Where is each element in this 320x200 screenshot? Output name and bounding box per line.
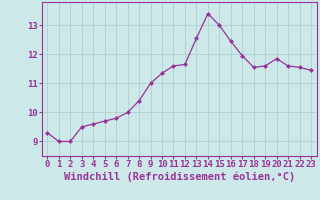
X-axis label: Windchill (Refroidissement éolien,°C): Windchill (Refroidissement éolien,°C) [64, 172, 295, 182]
